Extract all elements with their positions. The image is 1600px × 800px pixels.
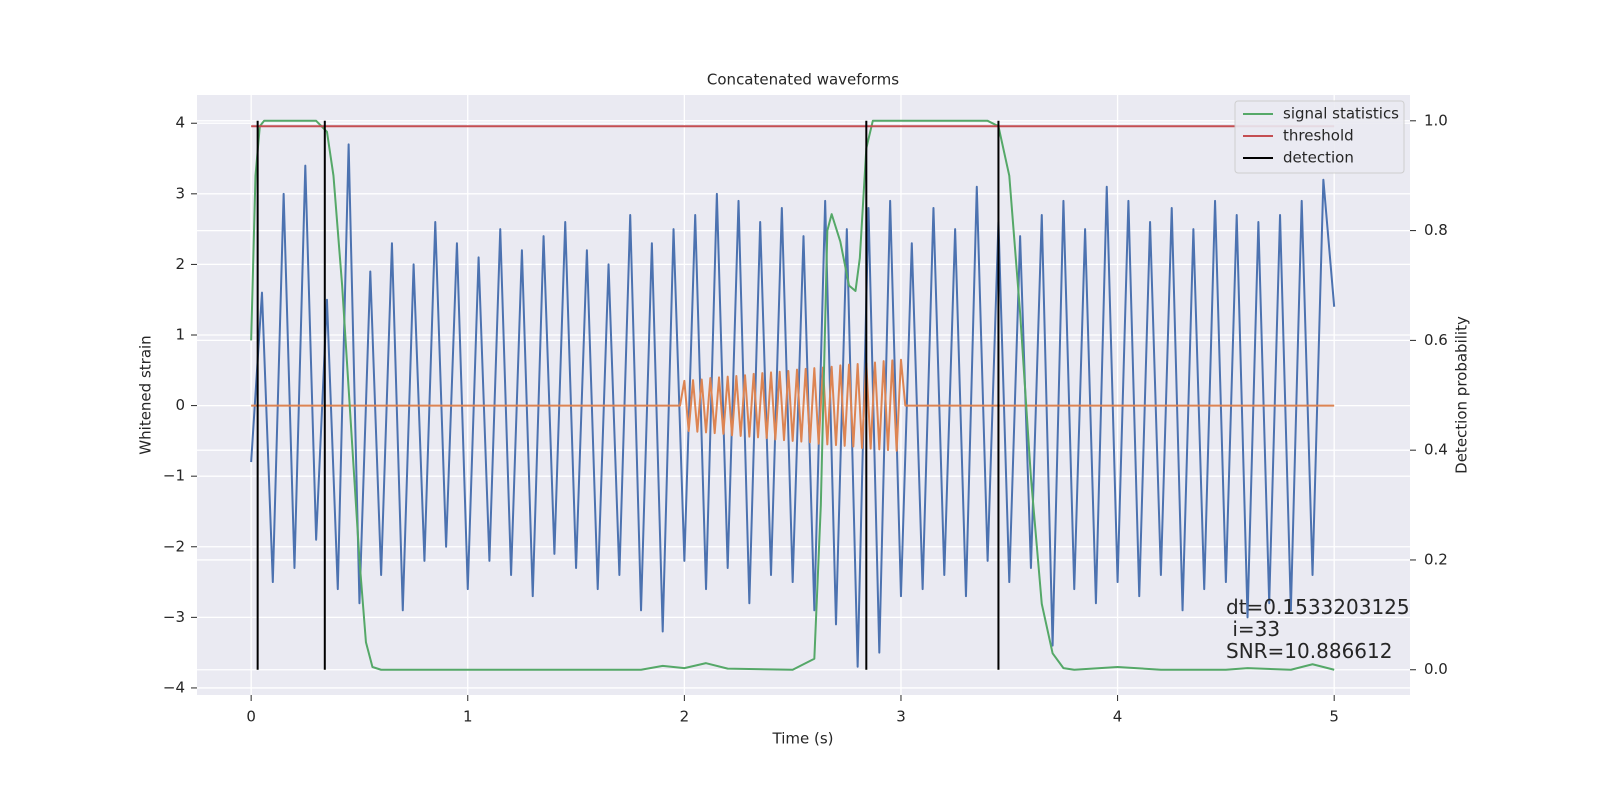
annotation: dt=0.1533203125 i=33 SNR=10.886612 xyxy=(1226,595,1410,663)
x-tick-label: 1 xyxy=(463,708,473,726)
y-tick-label: −3 xyxy=(163,608,185,626)
x-axis-label: Time (s) xyxy=(772,730,834,748)
y-tick-label: 4 xyxy=(175,114,185,132)
y-tick-label: 2 xyxy=(175,255,185,273)
series-line xyxy=(250,143,1336,668)
series-line xyxy=(251,358,1335,452)
x-tick-label: 3 xyxy=(896,708,906,726)
x-tick-label: 5 xyxy=(1329,708,1339,726)
y2-tick-label: 0.0 xyxy=(1424,660,1448,678)
legend: signal statistics threshold detection xyxy=(1234,100,1405,174)
y-tick-label: −2 xyxy=(163,537,185,555)
y2-axis-label: Detection probability xyxy=(1453,316,1471,474)
x-tick-label: 2 xyxy=(680,708,690,726)
marks xyxy=(250,119,1336,671)
legend-box xyxy=(1234,100,1405,174)
x-tick-label: 0 xyxy=(246,708,256,726)
y-tick-label: 1 xyxy=(175,326,185,344)
legend-label: detection xyxy=(1283,149,1354,167)
axes: 0 1 2 3 4 5 −4 −3 −2 −1 0 1 2 3 4 0.0 0.2 0.4 0.6 0.8 1.0 xyxy=(163,111,1448,725)
y2-tick-label: 1.0 xyxy=(1424,111,1448,129)
y-tick-label: −4 xyxy=(163,678,185,696)
y-axis-label: Whitened strain xyxy=(137,335,155,454)
y-tick-label: −1 xyxy=(163,467,185,485)
y-tick-label: 3 xyxy=(175,184,185,202)
y2-tick-label: 0.2 xyxy=(1424,550,1448,568)
chart-title: Concatenated waveforms xyxy=(707,71,899,89)
x-tick-label: 4 xyxy=(1113,708,1123,726)
y2-tick-label: 0.8 xyxy=(1424,221,1448,239)
series-line xyxy=(250,119,1335,671)
y2-tick-label: 0.4 xyxy=(1424,441,1448,459)
legend-label: threshold xyxy=(1283,127,1354,145)
legend-label: signal statistics xyxy=(1283,105,1399,123)
y2-tick-label: 0.6 xyxy=(1424,331,1448,349)
y-tick-label: 0 xyxy=(175,396,185,414)
